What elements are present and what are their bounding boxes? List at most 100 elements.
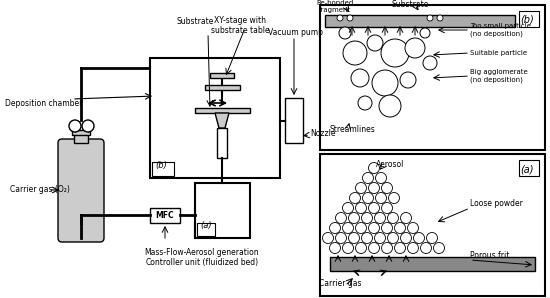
Bar — [74, 133, 88, 143]
Circle shape — [362, 193, 373, 204]
Text: Too small particle
(no deposition): Too small particle (no deposition) — [470, 23, 531, 37]
Circle shape — [420, 28, 430, 38]
Circle shape — [426, 232, 437, 243]
Circle shape — [367, 35, 383, 51]
Circle shape — [408, 223, 419, 234]
Bar — [519, 11, 539, 27]
Bar — [330, 257, 535, 271]
Circle shape — [339, 27, 351, 39]
Circle shape — [400, 212, 411, 224]
Circle shape — [394, 243, 405, 254]
Circle shape — [361, 232, 372, 243]
Text: Deposition chamber: Deposition chamber — [5, 99, 82, 108]
Circle shape — [355, 203, 366, 213]
Circle shape — [362, 173, 373, 184]
Text: Aerosol generation
unit (fluidized bed): Aerosol generation unit (fluidized bed) — [185, 248, 258, 267]
Circle shape — [349, 212, 360, 224]
Text: Vacuum pump: Vacuum pump — [267, 28, 322, 37]
Circle shape — [355, 223, 366, 234]
Text: (b): (b) — [520, 15, 534, 25]
Bar — [197, 223, 215, 236]
Text: Substrate: Substrate — [391, 0, 428, 9]
Circle shape — [405, 38, 425, 58]
Circle shape — [372, 70, 398, 96]
Circle shape — [343, 203, 354, 213]
Polygon shape — [219, 118, 225, 128]
Circle shape — [421, 243, 432, 254]
Circle shape — [382, 223, 393, 234]
Circle shape — [322, 232, 333, 243]
Circle shape — [347, 15, 353, 21]
Text: MFC: MFC — [156, 211, 174, 220]
Circle shape — [355, 182, 366, 193]
Circle shape — [388, 193, 399, 204]
Text: Carrier gas (O₂): Carrier gas (O₂) — [10, 185, 70, 195]
Circle shape — [368, 243, 379, 254]
Circle shape — [329, 223, 340, 234]
Circle shape — [414, 232, 425, 243]
Circle shape — [343, 223, 354, 234]
Circle shape — [400, 232, 411, 243]
Circle shape — [336, 212, 346, 224]
Text: (a): (a) — [520, 164, 534, 174]
Circle shape — [388, 212, 399, 224]
Circle shape — [349, 193, 360, 204]
Bar — [519, 160, 539, 176]
Circle shape — [379, 95, 401, 117]
Circle shape — [400, 72, 416, 88]
Circle shape — [355, 243, 366, 254]
Circle shape — [368, 223, 379, 234]
Bar — [320, 5, 545, 150]
Polygon shape — [215, 113, 229, 128]
Circle shape — [394, 223, 405, 234]
Text: Loose powder: Loose powder — [470, 198, 523, 207]
Text: (b): (b) — [155, 161, 167, 170]
Text: Mass-Flow-
Controller: Mass-Flow- Controller — [144, 248, 186, 267]
Circle shape — [343, 41, 367, 65]
Bar — [285, 98, 303, 143]
Circle shape — [408, 243, 419, 254]
Bar — [195, 183, 250, 238]
Circle shape — [433, 243, 444, 254]
Text: Aerosol: Aerosol — [376, 160, 404, 169]
Text: Porous frit: Porous frit — [470, 252, 509, 260]
Text: Nozzle: Nozzle — [310, 128, 336, 137]
Circle shape — [375, 212, 386, 224]
Bar — [72, 130, 90, 135]
Circle shape — [382, 182, 393, 193]
Circle shape — [368, 203, 379, 213]
Circle shape — [427, 15, 433, 21]
Circle shape — [351, 69, 369, 87]
Circle shape — [349, 232, 360, 243]
Bar — [320, 154, 545, 296]
Bar — [325, 15, 515, 27]
Circle shape — [336, 232, 346, 243]
Circle shape — [343, 243, 354, 254]
Circle shape — [82, 120, 94, 132]
Circle shape — [437, 15, 443, 21]
Circle shape — [361, 212, 372, 224]
Circle shape — [382, 203, 393, 213]
Bar — [210, 73, 234, 78]
Bar — [205, 85, 240, 90]
Bar — [150, 208, 180, 223]
FancyBboxPatch shape — [58, 139, 104, 242]
Circle shape — [329, 243, 340, 254]
Bar — [217, 128, 227, 158]
Text: XY-stage with
substrate table: XY-stage with substrate table — [211, 16, 270, 35]
Circle shape — [423, 56, 437, 70]
Circle shape — [368, 182, 379, 193]
Bar — [195, 108, 250, 113]
Text: Streamlines: Streamlines — [330, 125, 376, 134]
Text: Big agglomerate
(no deposition): Big agglomerate (no deposition) — [470, 69, 528, 83]
Circle shape — [388, 232, 399, 243]
Circle shape — [368, 162, 379, 173]
Circle shape — [375, 232, 386, 243]
Text: Substrate: Substrate — [177, 17, 214, 26]
Circle shape — [69, 120, 81, 132]
Text: Re-bonded
fragment: Re-bonded fragment — [316, 0, 354, 13]
Text: Carrier gas: Carrier gas — [319, 279, 361, 288]
Circle shape — [337, 15, 343, 21]
Circle shape — [376, 173, 387, 184]
Bar — [152, 162, 174, 176]
